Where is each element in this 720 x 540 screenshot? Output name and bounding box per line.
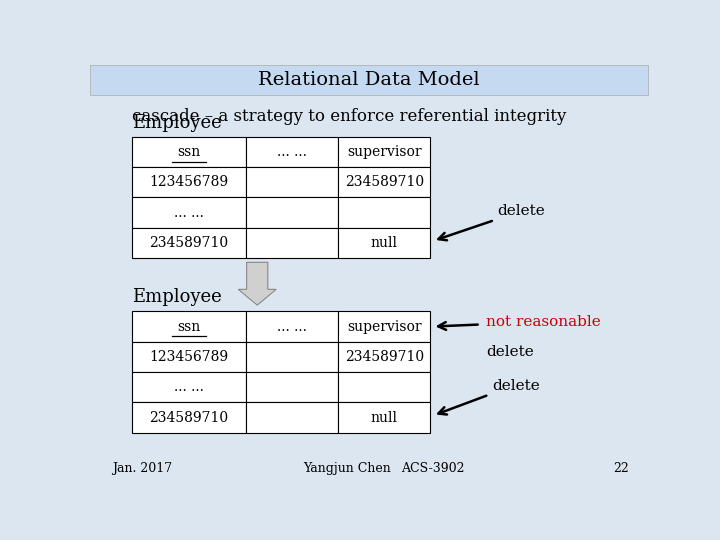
- Bar: [338, 342, 431, 372]
- Text: Yangjun Chen: Yangjun Chen: [303, 462, 390, 475]
- Bar: [246, 312, 338, 342]
- Text: Relational Data Model: Relational Data Model: [258, 71, 480, 89]
- Text: 123456789: 123456789: [150, 176, 229, 189]
- Text: 234589710: 234589710: [150, 410, 229, 424]
- Bar: [246, 342, 338, 372]
- Text: Employee: Employee: [132, 288, 222, 306]
- Bar: [90, 65, 648, 94]
- FancyArrow shape: [238, 262, 276, 305]
- Bar: [246, 228, 338, 258]
- Text: 123456789: 123456789: [150, 350, 229, 364]
- Bar: [246, 372, 338, 402]
- Text: supervisor: supervisor: [347, 145, 422, 159]
- Bar: [338, 137, 431, 167]
- Text: delete: delete: [486, 346, 534, 359]
- Text: ... ...: ... ...: [277, 145, 307, 159]
- Text: Jan. 2017: Jan. 2017: [112, 462, 173, 475]
- Text: null: null: [371, 236, 398, 250]
- Text: ACS-3902: ACS-3902: [402, 462, 465, 475]
- Bar: [132, 312, 246, 342]
- Bar: [338, 198, 431, 228]
- Bar: [132, 342, 246, 372]
- Text: Employee: Employee: [132, 114, 222, 132]
- Bar: [338, 402, 431, 433]
- Text: delete: delete: [498, 204, 545, 218]
- Bar: [246, 198, 338, 228]
- Bar: [338, 167, 431, 198]
- Bar: [132, 372, 246, 402]
- Bar: [246, 137, 338, 167]
- Bar: [132, 137, 246, 167]
- Text: ... ...: ... ...: [277, 320, 307, 334]
- Bar: [246, 402, 338, 433]
- Text: 234589710: 234589710: [345, 176, 424, 189]
- Text: ssn: ssn: [177, 320, 201, 334]
- Text: supervisor: supervisor: [347, 320, 422, 334]
- Bar: [132, 167, 246, 198]
- Text: delete: delete: [492, 379, 539, 393]
- Bar: [246, 167, 338, 198]
- Text: ... ...: ... ...: [174, 380, 204, 394]
- Bar: [132, 198, 246, 228]
- Text: ... ...: ... ...: [174, 206, 204, 220]
- Text: null: null: [371, 410, 398, 424]
- Text: cascade – a strategy to enforce referential integrity: cascade – a strategy to enforce referent…: [132, 109, 566, 125]
- Text: 22: 22: [613, 462, 629, 475]
- Bar: [338, 312, 431, 342]
- Text: not reasonable: not reasonable: [486, 315, 601, 329]
- Text: 234589710: 234589710: [150, 236, 229, 250]
- Text: 234589710: 234589710: [345, 350, 424, 364]
- Bar: [132, 402, 246, 433]
- Bar: [338, 228, 431, 258]
- Text: ssn: ssn: [177, 145, 201, 159]
- Bar: [338, 372, 431, 402]
- Bar: [132, 228, 246, 258]
